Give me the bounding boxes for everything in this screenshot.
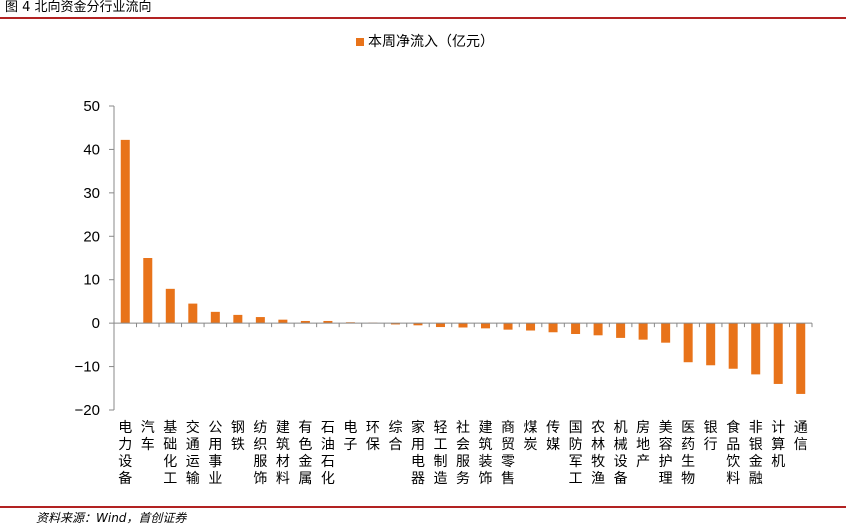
- bar-钢铁: [233, 314, 243, 324]
- category-label: 有色金属: [298, 420, 312, 487]
- category-label: 纺织服饰: [253, 420, 267, 487]
- category-label: 钢铁: [231, 420, 245, 453]
- y-tick-label: 20: [83, 228, 100, 245]
- y-tick-label: −20: [75, 402, 100, 419]
- bar-医药生物: [683, 323, 693, 363]
- bar-商贸零售: [503, 323, 513, 330]
- category-label: 医药生物: [681, 420, 695, 487]
- bar-机械设备: [616, 323, 626, 338]
- x-axis: [113, 322, 813, 328]
- bar-国防军工: [571, 323, 581, 334]
- category-label: 电子: [343, 420, 357, 453]
- bar-银行: [706, 323, 716, 366]
- category-label: 公用事业: [208, 420, 222, 487]
- bar-美容护理: [661, 323, 671, 343]
- bar-农林牧渔: [593, 323, 603, 336]
- bar-基础化工: [165, 288, 175, 324]
- category-label: 建筑材料: [276, 420, 290, 487]
- bar-电力设备: [120, 139, 130, 324]
- top-rule: [0, 17, 846, 19]
- bars: [120, 139, 806, 394]
- bar-社会服务: [458, 323, 468, 328]
- category-label: 电力设备: [118, 420, 132, 487]
- y-tick-label: 40: [83, 141, 100, 158]
- bar-食品饮料: [728, 323, 738, 369]
- y-axis: −20 −10 0 10 20 30 40 50: [75, 98, 115, 419]
- category-label: 银行: [704, 420, 718, 453]
- category-label: 汽车: [141, 420, 155, 453]
- bar-有色金属: [300, 320, 310, 324]
- bar-家用电器: [413, 323, 423, 326]
- category-label: 环保: [366, 420, 380, 453]
- category-label: 家用电器: [411, 419, 425, 487]
- bar-综合: [390, 323, 400, 325]
- bar-通信: [796, 323, 806, 394]
- y-tick-label: −10: [75, 359, 100, 376]
- category-label: 基础化工: [163, 419, 177, 487]
- legend: 本周净流入（亿元）: [356, 34, 494, 50]
- y-tick-label: 10: [83, 272, 100, 289]
- category-label: 国防军工: [569, 420, 583, 487]
- bar-公用事业: [210, 311, 220, 324]
- category-label: 社会服务: [456, 420, 470, 487]
- category-label: 通信: [794, 420, 808, 453]
- category-label: 轻工制造: [433, 420, 447, 487]
- category-label: 建筑装饰: [479, 420, 493, 487]
- legend-swatch: [356, 38, 364, 46]
- bar-汽车: [143, 258, 153, 324]
- category-label: 商贸零售: [501, 420, 515, 487]
- category-label: 煤炭: [524, 420, 538, 453]
- bar-纺织服饰: [255, 317, 265, 324]
- category-label: 房地产: [636, 420, 650, 470]
- category-label: 非银金融: [749, 420, 763, 487]
- source-note: 资料来源：Wind，首创证券: [36, 511, 187, 525]
- bar-交通运输: [188, 303, 198, 324]
- bar-非银金融: [751, 323, 761, 375]
- category-label: 综合: [388, 420, 402, 453]
- category-label: 机械设备: [614, 420, 628, 487]
- bar-轻工制造: [435, 323, 445, 328]
- category-label: 计算机: [771, 420, 785, 470]
- bar-chart: 本周净流入（亿元） −20 −10 0 10 20 30 40 50 电力设备汽车基础化工交通…: [75, 34, 813, 487]
- category-labels: 电力设备汽车基础化工交通运输公用事业钢铁纺织服饰建筑材料有色金属石油石化电子环保…: [118, 419, 807, 487]
- category-label: 美容护理: [659, 420, 673, 487]
- bar-计算机: [773, 323, 783, 384]
- bar-房地产: [638, 323, 648, 340]
- bar-建筑装饰: [481, 323, 491, 329]
- bar-建筑材料: [278, 319, 288, 324]
- y-tick-label: 30: [83, 185, 100, 202]
- y-tick-label: 50: [83, 98, 100, 115]
- category-label: 传媒: [546, 420, 560, 453]
- bar-石油石化: [323, 320, 333, 324]
- category-label: 交通运输: [186, 419, 200, 487]
- bar-传媒: [548, 323, 558, 333]
- category-label: 石油石化: [321, 420, 335, 487]
- legend-label: 本周净流入（亿元）: [368, 34, 494, 50]
- figure-title: 图 4 北向资金分行业流向: [5, 0, 152, 15]
- bottom-rule: [0, 506, 846, 508]
- y-tick-label: 0: [92, 315, 100, 332]
- category-label: 食品饮料: [726, 419, 740, 487]
- category-label: 农林牧渔: [591, 420, 605, 487]
- bar-煤炭: [526, 323, 536, 331]
